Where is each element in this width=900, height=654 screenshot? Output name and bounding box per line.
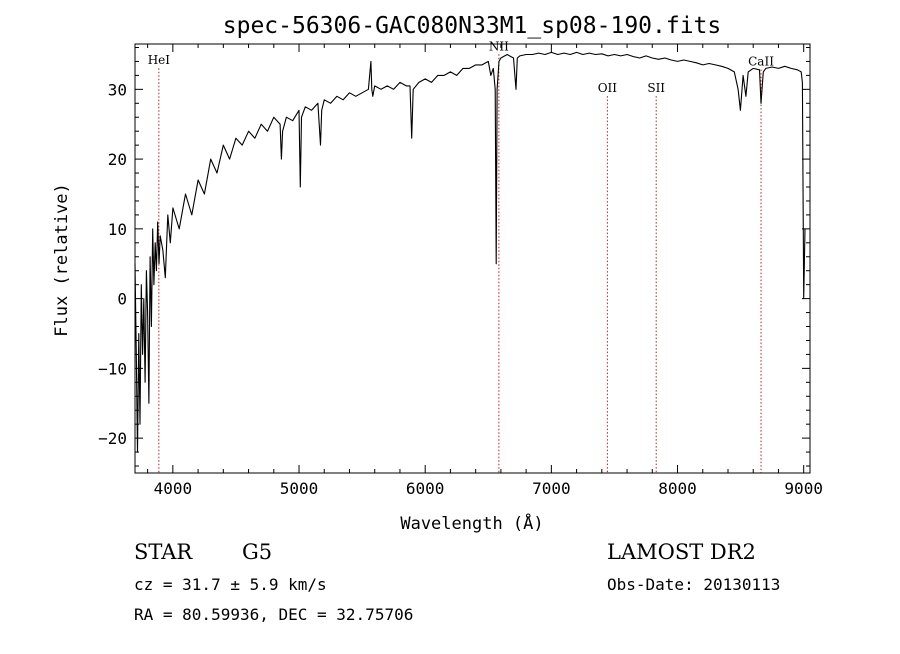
y-tick-label: −20 [98, 429, 127, 448]
y-tick-label: 0 [117, 290, 127, 309]
observation-date: Obs-Date: 20130113 [607, 575, 780, 594]
spectrum-series [134, 51, 806, 453]
plot-frame [134, 43, 811, 474]
marker-label-sii: SII [647, 81, 665, 95]
marker-label-nii: NII [489, 39, 509, 53]
y-tick-label: −10 [98, 359, 127, 378]
y-axis-ticks: −20 −10 0 10 20 30 [98, 46, 810, 467]
x-tick-label: 7000 [532, 479, 571, 498]
y-tick-label: 20 [108, 150, 127, 169]
x-tick-label: 4000 [154, 479, 193, 498]
y-tick-label: 10 [108, 220, 127, 239]
marker-label-hei: HeI [148, 53, 171, 67]
chart-title: spec-56306-GAC080N33M1_sp08-190.fits [223, 13, 722, 39]
emission-line-markers: HeI NII OII SII CaII [148, 39, 774, 473]
x-axis-ticks: 4000 5000 6000 7000 8000 9000 [147, 44, 823, 498]
marker-label-caii: CaII [748, 55, 774, 69]
sky-coordinates: RA = 80.59936, DEC = 32.75706 [134, 605, 413, 624]
y-tick-label: 30 [108, 80, 127, 99]
x-axis-label: Wavelength (Å) [400, 512, 543, 534]
y-axis-label: Flux (relative) [52, 183, 72, 337]
survey-name: LAMOST DR2 [607, 540, 756, 564]
x-tick-label: 5000 [280, 479, 319, 498]
spectrum-line [134, 51, 806, 453]
x-tick-label: 8000 [658, 479, 697, 498]
object-class: STAR [134, 540, 193, 564]
x-tick-label: 6000 [406, 479, 445, 498]
redshift-value: cz = 31.7 ± 5.9 km/s [134, 575, 327, 594]
object-subclass: G5 [242, 540, 272, 564]
marker-label-oii: OII [598, 81, 618, 95]
x-tick-label: 9000 [784, 479, 823, 498]
